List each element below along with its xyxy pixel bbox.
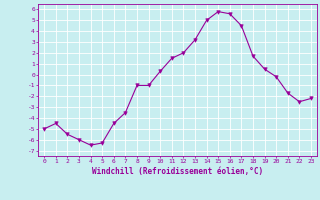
X-axis label: Windchill (Refroidissement éolien,°C): Windchill (Refroidissement éolien,°C) bbox=[92, 167, 263, 176]
